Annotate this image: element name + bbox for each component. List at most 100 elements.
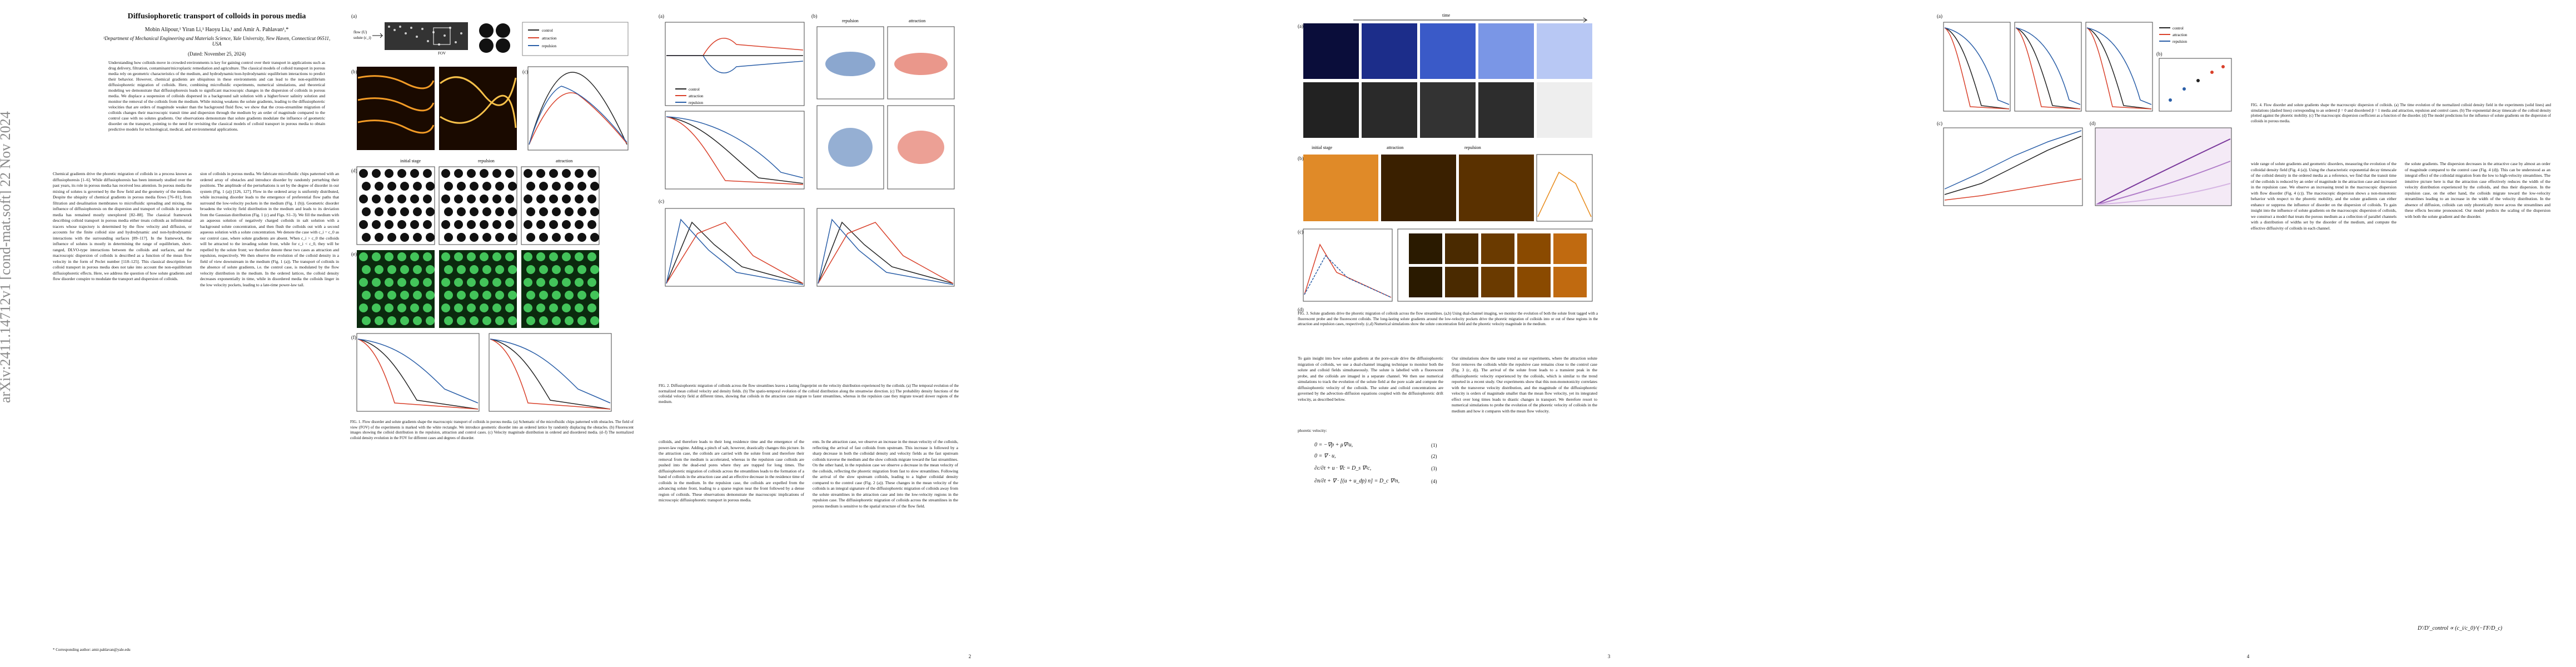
lattice-obstacle xyxy=(492,220,501,229)
lattice-obstacle xyxy=(526,182,535,191)
lattice-obstacle xyxy=(362,291,371,300)
lattice-obstacle xyxy=(495,233,504,242)
equation-1-number: (1) xyxy=(1431,442,1437,448)
lattice-obstacle xyxy=(375,233,383,242)
lattice-obstacle xyxy=(397,252,406,261)
lattice-obstacle xyxy=(454,252,463,261)
fig1-velocity-map-ordered xyxy=(357,67,435,150)
lattice-obstacle xyxy=(562,169,571,178)
lattice-obstacle xyxy=(524,220,532,229)
page-2: (a) control attraction repulsion (b) rep… xyxy=(650,0,1281,667)
page3-column-left: To gain insight into how solute gradient… xyxy=(1298,356,1443,402)
fig4-label-a: (a) xyxy=(1937,13,1942,19)
lattice-obstacle xyxy=(549,169,558,178)
page-3: time (a) initial stage attraction repuls… xyxy=(1289,0,1920,667)
lattice-obstacle xyxy=(480,169,489,178)
page-4: (a) control attraction repulsion (b) xyxy=(1929,0,2559,667)
fig1-legend-repulsion: repulsion xyxy=(542,44,557,48)
paper-title: Diffusiophoretic transport of colloids i… xyxy=(127,12,306,21)
paper-affiliation: ¹Department of Mechanical Engineering an… xyxy=(103,36,331,47)
lattice-obstacle xyxy=(575,303,584,312)
lattice-obstacle xyxy=(375,316,383,325)
lattice-obstacle xyxy=(362,265,371,274)
lattice-obstacle xyxy=(423,220,432,229)
lattice-obstacle xyxy=(590,182,599,191)
lattice-obstacle xyxy=(508,207,517,216)
lattice-obstacle xyxy=(587,169,596,178)
lattice-obstacle xyxy=(508,291,517,300)
lattice-obstacle xyxy=(575,169,584,178)
lattice-obstacle xyxy=(410,303,419,312)
lattice-obstacle xyxy=(467,169,476,178)
lattice-obstacle xyxy=(426,233,435,242)
figure-4-caption: FIG. 4. Flow disorder and solute gradien… xyxy=(2251,103,2551,123)
lattice-obstacle xyxy=(362,233,371,242)
lattice-obstacle xyxy=(397,278,406,287)
lattice-obstacle xyxy=(536,220,545,229)
lattice-obstacle xyxy=(480,303,489,312)
lattice-obstacle xyxy=(387,182,396,191)
lattice-obstacle xyxy=(423,303,432,312)
fig2-legend: control attraction repulsion xyxy=(675,87,704,105)
page-number-2: 2 xyxy=(968,654,971,659)
fig1-green-fluorescence xyxy=(357,250,599,328)
lattice-obstacle xyxy=(467,303,476,312)
fig1-label-d: (d) xyxy=(351,168,357,173)
equation-4-number: (4) xyxy=(1431,479,1437,484)
fig1-solute-label: solute (c_i) xyxy=(353,36,371,40)
eq-intro: phoretic velocity: xyxy=(1298,428,1327,433)
lattice-obstacle xyxy=(372,220,381,229)
fig2-title-repulsion: repulsion xyxy=(842,18,859,23)
lattice-obstacle xyxy=(413,233,422,242)
lattice-obstacle xyxy=(385,252,393,261)
lattice-obstacle xyxy=(524,303,532,312)
lattice-obstacle xyxy=(400,233,409,242)
lattice-obstacle xyxy=(359,278,368,287)
lattice-obstacle xyxy=(457,182,466,191)
lattice-obstacle xyxy=(454,220,463,229)
fig3-row-initial: initial stage xyxy=(1312,145,1333,150)
fig4-label-c: (c) xyxy=(1937,121,1942,126)
lattice-obstacle xyxy=(549,252,558,261)
fig2-label-b: (b) xyxy=(811,13,818,19)
lattice-obstacle xyxy=(441,303,450,312)
fig1-flow-label: flow (U) xyxy=(353,30,367,34)
lattice-obstacle xyxy=(441,169,450,178)
fig2-scatter-clouds xyxy=(816,26,955,190)
lattice-obstacle xyxy=(539,265,548,274)
lattice-obstacle xyxy=(526,265,535,274)
fig1-lattice-dots xyxy=(359,169,599,242)
equation-1: 0 = −∇p + μ∇²u, xyxy=(1314,442,1353,448)
lattice-obstacle xyxy=(470,233,479,242)
lattice-obstacle xyxy=(508,233,517,242)
fig2-label-c: (c) xyxy=(659,198,664,204)
lattice-obstacle xyxy=(577,316,586,325)
lattice-obstacle xyxy=(495,291,504,300)
lattice-obstacle xyxy=(482,182,491,191)
lattice-obstacle xyxy=(413,316,422,325)
time-arrow-icon xyxy=(1353,17,1588,23)
fig1-row-attraction: attraction xyxy=(556,158,572,163)
lattice-obstacle xyxy=(467,220,476,229)
lattice-obstacle xyxy=(423,195,432,203)
fig3-label-b: (b) xyxy=(1298,156,1304,161)
fig3-label-d: (d) xyxy=(1298,307,1304,312)
lattice-obstacle xyxy=(549,278,558,287)
lattice-obstacle xyxy=(482,265,491,274)
lattice-obstacle xyxy=(565,316,574,325)
lattice-obstacle xyxy=(359,220,368,229)
lattice-obstacle xyxy=(454,195,463,203)
lattice-obstacle xyxy=(397,169,406,178)
page1-column-left: Chemical gradients drive the phoretic mi… xyxy=(53,171,192,281)
page3-column-right: Our simulations show the same trend as o… xyxy=(1452,356,1597,414)
lattice-obstacle xyxy=(552,207,561,216)
lattice-obstacle xyxy=(385,169,393,178)
lattice-obstacle xyxy=(457,233,466,242)
lattice-obstacle xyxy=(492,195,501,203)
lattice-obstacle xyxy=(387,207,396,216)
lattice-obstacle xyxy=(480,220,489,229)
fig1-fov-label: FOV xyxy=(438,51,446,56)
fig1-density-decay-plots xyxy=(356,333,612,412)
fig2-legend-attraction: attraction xyxy=(689,94,704,98)
lattice-obstacle xyxy=(470,291,479,300)
